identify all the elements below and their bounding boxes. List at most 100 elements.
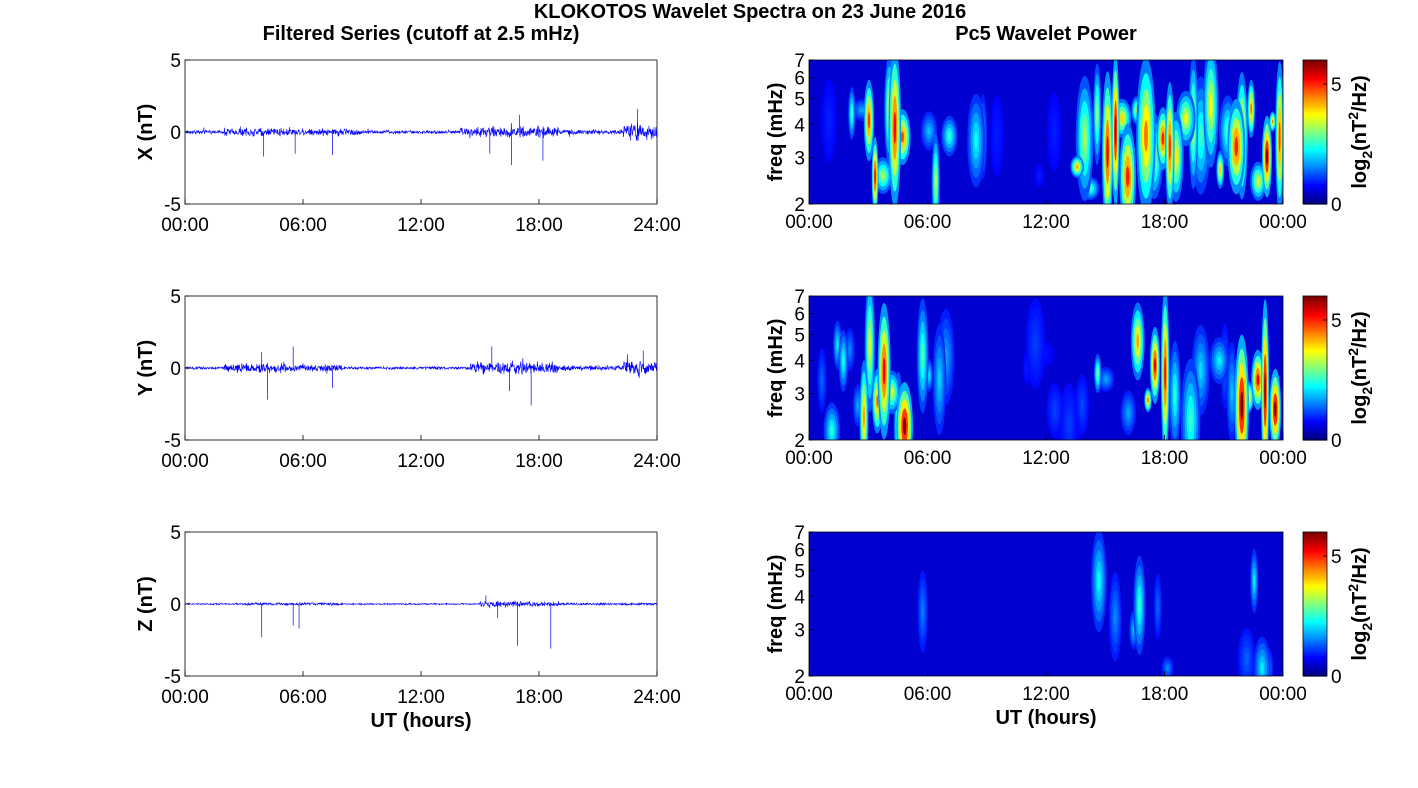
colorbar-step bbox=[1303, 388, 1327, 392]
colorbar-step bbox=[1303, 404, 1327, 407]
colorbar-step bbox=[1303, 626, 1327, 630]
x-axis-label: UT (hours) bbox=[370, 710, 471, 732]
colorbar-step bbox=[1303, 642, 1327, 646]
colorbar-step bbox=[1303, 334, 1327, 338]
colorbar-step bbox=[1303, 127, 1327, 131]
colorbar-step bbox=[1303, 377, 1327, 380]
colorbar-step bbox=[1303, 125, 1327, 129]
power-blob-30 bbox=[1271, 119, 1274, 124]
colorbar-step bbox=[1303, 159, 1327, 162]
colorbar-step bbox=[1303, 628, 1327, 632]
colorbar-step bbox=[1303, 352, 1327, 356]
colorbar-step bbox=[1303, 597, 1327, 601]
colorbar-step bbox=[1303, 610, 1327, 614]
colorbar-step bbox=[1303, 188, 1327, 192]
colorbar-step bbox=[1303, 150, 1327, 153]
power-blob-6 bbox=[927, 127, 931, 135]
y-tick-label: 3 bbox=[794, 620, 805, 641]
colorbar-step bbox=[1303, 673, 1327, 677]
colorbar-step bbox=[1303, 653, 1327, 657]
colorbar-step bbox=[1303, 392, 1327, 396]
colorbar-step bbox=[1303, 379, 1327, 383]
colorbar-step bbox=[1303, 422, 1327, 425]
colorbar-step bbox=[1303, 552, 1327, 556]
colorbar-step bbox=[1303, 327, 1327, 331]
x-tick-label: 06:00 bbox=[904, 448, 952, 469]
x-tick-label: 00:00 bbox=[161, 215, 209, 236]
x-tick-label: 00:00 bbox=[161, 687, 209, 708]
power-blob-28 bbox=[890, 387, 894, 397]
colorbar-step bbox=[1303, 87, 1327, 90]
y-tick-label: 7 bbox=[794, 51, 805, 72]
x-tick-label: 18:00 bbox=[515, 451, 563, 472]
x-tick-label: 00:00 bbox=[1259, 448, 1307, 469]
panels: 50-500:00 06:00 12:00 18:00 24:00X (nT)50-50… bbox=[135, 51, 1375, 732]
x-tick-label: 06:00 bbox=[279, 687, 327, 708]
power-blob-30 bbox=[1136, 333, 1140, 350]
power-blob-0 bbox=[1038, 173, 1041, 178]
x-tick-label: 18:00 bbox=[515, 215, 563, 236]
power-blob-32 bbox=[900, 131, 905, 143]
y-tick-label: 5 bbox=[170, 51, 181, 72]
power-blob-8 bbox=[820, 374, 823, 387]
colorbar-step bbox=[1303, 136, 1327, 140]
x-tick-label: 12:00 bbox=[397, 687, 445, 708]
power-blob-1 bbox=[1156, 599, 1159, 613]
colorbar-step bbox=[1303, 667, 1327, 670]
colorbar-step bbox=[1303, 96, 1327, 99]
power-blob-14 bbox=[881, 171, 885, 180]
power-blob-39 bbox=[893, 111, 897, 144]
power-blob-7 bbox=[1260, 661, 1264, 675]
y-tick-label: 0 bbox=[170, 595, 181, 616]
colorbar-step bbox=[1303, 413, 1327, 416]
colorbar-step bbox=[1303, 550, 1327, 553]
y-tick-label: 5 bbox=[794, 90, 805, 111]
colorbar-step bbox=[1303, 186, 1327, 189]
y-tick-label: 2 bbox=[794, 431, 805, 452]
x-tick-label: 00:00 bbox=[785, 212, 833, 233]
colorbar-step bbox=[1303, 152, 1327, 156]
power-blob-13 bbox=[1096, 104, 1098, 125]
power-blob-7 bbox=[1080, 398, 1084, 411]
colorbar-step bbox=[1303, 365, 1327, 369]
series-trace bbox=[184, 354, 658, 379]
colorbar-step bbox=[1303, 356, 1327, 360]
power-blob-10 bbox=[1138, 595, 1141, 616]
power-blob-11 bbox=[1104, 376, 1108, 382]
colorbar-step bbox=[1303, 300, 1327, 304]
x-tick-label: 12:00 bbox=[397, 215, 445, 236]
y-axis-label: freq (mHz) bbox=[765, 83, 787, 182]
colorbar-step bbox=[1303, 561, 1327, 565]
y-tick-label: 2 bbox=[794, 667, 805, 688]
colorbar-step bbox=[1303, 565, 1327, 569]
y-tick-label: 5 bbox=[170, 287, 181, 308]
colorbar-step bbox=[1303, 622, 1327, 625]
colorbar-step bbox=[1303, 538, 1327, 542]
colorbar-step bbox=[1303, 664, 1327, 668]
y-tick-label: 4 bbox=[794, 115, 805, 136]
colorbar-step bbox=[1303, 341, 1327, 344]
colorbar-step bbox=[1303, 606, 1327, 610]
power-blob-1 bbox=[1052, 124, 1056, 141]
colorbar-step bbox=[1303, 608, 1327, 612]
x-tick-label: 06:00 bbox=[279, 451, 327, 472]
colorbar-tick-label: 0 bbox=[1331, 431, 1342, 452]
power-blob-2 bbox=[995, 127, 999, 145]
colorbar-step bbox=[1303, 118, 1327, 122]
colorbar-step bbox=[1303, 563, 1327, 567]
colorbar-step bbox=[1303, 640, 1327, 643]
colorbar-step bbox=[1303, 296, 1327, 299]
colorbar-step bbox=[1303, 615, 1327, 619]
colorbar-step bbox=[1303, 419, 1327, 423]
colorbar-step bbox=[1303, 604, 1327, 607]
y-tick-label: 6 bbox=[794, 69, 805, 90]
colorbar-step bbox=[1303, 105, 1327, 108]
colorbar-step bbox=[1303, 305, 1327, 308]
colorbar-step bbox=[1303, 669, 1327, 673]
colorbar-frame bbox=[1302, 59, 1328, 205]
power-blob-3 bbox=[827, 112, 831, 129]
colorbar-step bbox=[1303, 129, 1327, 133]
colorbar-step bbox=[1303, 168, 1327, 171]
